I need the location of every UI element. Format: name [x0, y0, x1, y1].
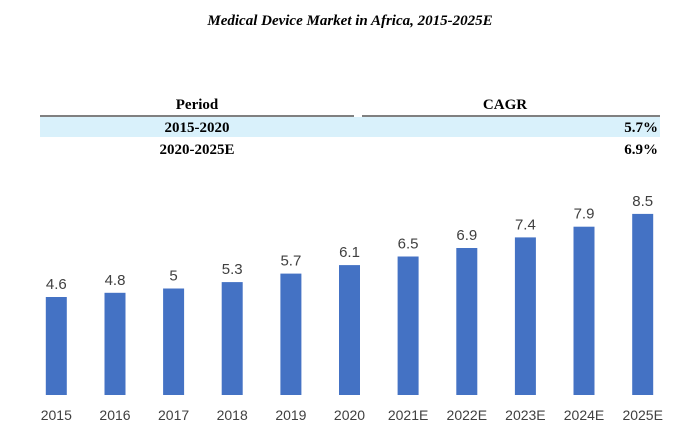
- x-tick-label: 2017: [158, 407, 189, 423]
- bar-value-label: 7.9: [574, 206, 595, 223]
- bar-value-label: 5.3: [222, 261, 243, 278]
- x-tick-label: 2016: [99, 407, 130, 423]
- x-tick-label: 2024E: [564, 407, 604, 423]
- chart-title: Medical Device Market in Africa, 2015-20…: [206, 13, 492, 29]
- bar-2025e: [632, 213, 654, 395]
- bar-value-label: 5.7: [280, 253, 301, 270]
- cagr-table: Period CAGR 2015-2020 5.7% 2020-2025E 6.…: [40, 97, 660, 158]
- x-tick-label: 2020: [334, 407, 365, 423]
- table-row-period: 2015-2020: [165, 120, 230, 136]
- bar-data-labels: 4.6 4.8 5 5.3 5.7 6.1 6.5 6.9 7.4 7.9 8.5: [46, 193, 653, 293]
- table-row-cagr: 5.7%: [624, 120, 658, 136]
- bar-value-label: 6.5: [398, 236, 419, 253]
- bar-2015: [45, 297, 67, 395]
- bar-2016: [104, 292, 126, 395]
- bar-2017: [163, 288, 185, 395]
- table-row-period: 2020-2025E: [160, 142, 235, 158]
- x-tick-label: 2018: [217, 407, 248, 423]
- x-tick-label: 2025E: [622, 407, 662, 423]
- table-header-cagr: CAGR: [483, 97, 527, 113]
- table-row-highlight: [40, 117, 660, 137]
- bar-value-label: 6.9: [456, 227, 477, 244]
- bar-2023e: [514, 237, 536, 395]
- table-row-cagr: 6.9%: [624, 142, 658, 158]
- x-tick-label: 2022E: [447, 407, 487, 423]
- bar-2020: [339, 265, 360, 395]
- x-tick-label: 2015: [41, 407, 72, 423]
- bar-value-label: 4.8: [105, 272, 126, 289]
- table-header-period: Period: [176, 97, 219, 113]
- bar-2018: [221, 282, 243, 395]
- bar-2021e: [397, 256, 419, 395]
- x-tick-label: 2019: [275, 407, 306, 423]
- bar-value-label: 4.6: [46, 276, 67, 293]
- bar-2022e: [456, 248, 478, 395]
- x-axis-tick-labels: 2015 2016 2017 2018 2019 2020 2021E 2022E 2023E 2…: [41, 407, 663, 423]
- bar-series: [45, 213, 654, 395]
- bar-value-label: 7.4: [515, 216, 536, 233]
- bar-2019: [280, 273, 302, 395]
- x-tick-label: 2023E: [505, 407, 545, 423]
- bar-2024e: [573, 226, 595, 395]
- bar-value-label: 8.5: [632, 193, 653, 210]
- x-tick-label: 2021E: [388, 407, 428, 423]
- bar-value-label: 6.1: [339, 244, 360, 261]
- bar-value-label: 5: [169, 268, 177, 285]
